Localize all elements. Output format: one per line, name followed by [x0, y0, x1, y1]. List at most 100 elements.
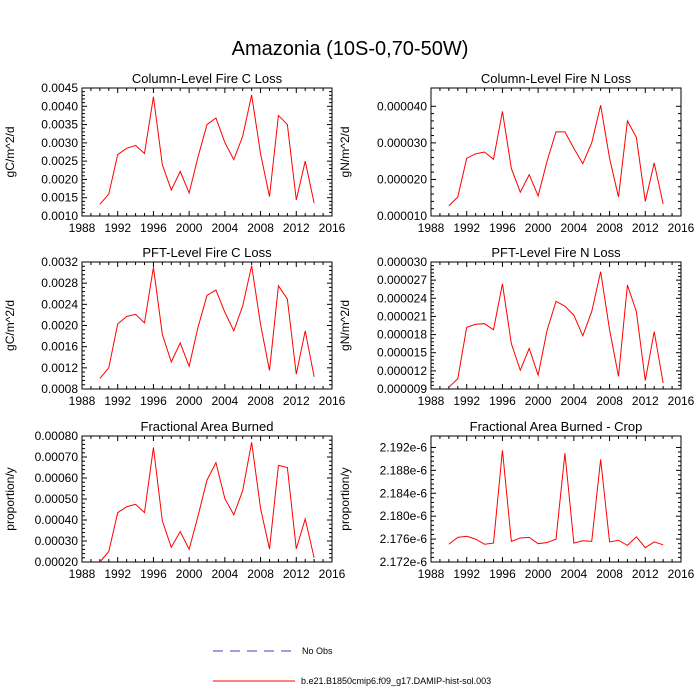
x-tick-label: 1992 — [453, 221, 480, 235]
y-tick-label: 0.000030 — [377, 136, 427, 150]
y-tick-label: 0.00020 — [35, 555, 79, 569]
plot-frame — [430, 435, 682, 563]
x-tick-label: 2008 — [247, 394, 274, 408]
x-tick-label: 1992 — [104, 394, 131, 408]
chart-panel-5: Fractional Area Burned proportion/y 1988 19… — [3, 419, 346, 581]
y-tick-label: 0.0032 — [41, 255, 78, 269]
plot-frame — [81, 87, 333, 217]
y-tick-label: 0.00080 — [35, 429, 79, 443]
panel-title: Fractional Area Burned — [141, 419, 274, 434]
x-tick-label: 2000 — [525, 221, 552, 235]
x-tick-label: 2000 — [176, 221, 203, 235]
x-tick-label: 2004 — [212, 394, 239, 408]
y-tick-label: 0.0020 — [41, 172, 78, 186]
y-tick-label: 2.176e-6 — [380, 532, 428, 546]
x-tick-label: 2012 — [283, 394, 310, 408]
panel-title: PFT-Level Fire C Loss — [142, 245, 272, 260]
y-tick-label: 0.000015 — [377, 346, 427, 360]
series-line — [448, 271, 664, 388]
y-tick-label: 2.188e-6 — [380, 463, 428, 477]
x-tick-label: 2008 — [596, 567, 623, 581]
chart-panel-1: Column-Level Fire C Loss gC/m^2/d 1988 1992… — [3, 71, 346, 235]
y-tick-label: 0.0016 — [41, 340, 78, 354]
x-tick-label: 2016 — [668, 567, 695, 581]
legend-obs-label: No Obs — [302, 646, 333, 656]
y-tick-label: 0.0010 — [41, 209, 78, 223]
x-tick-label: 1988 — [418, 394, 445, 408]
y-tick-label: 2.184e-6 — [380, 486, 428, 500]
x-tick-label: 1992 — [104, 567, 131, 581]
y-tick-label: 0.0030 — [41, 136, 78, 150]
legend: No Obs b.e21.B1850cmip6.f09_g17.DAMIP-hi… — [213, 646, 491, 686]
x-tick-label: 1988 — [69, 567, 96, 581]
y-axis-label: proportion/y — [3, 467, 17, 530]
y-tick-label: 0.0012 — [41, 361, 78, 375]
y-tick-label: 0.0008 — [41, 382, 78, 396]
y-tick-label: 0.000018 — [377, 328, 427, 342]
x-tick-label: 1996 — [489, 221, 516, 235]
x-tick-label: 2016 — [668, 221, 695, 235]
x-tick-label: 2008 — [596, 394, 623, 408]
y-tick-label: 0.00050 — [35, 492, 79, 506]
y-tick-label: 0.0024 — [41, 297, 78, 311]
y-tick-label: 0.000027 — [377, 273, 427, 287]
x-tick-label: 2004 — [561, 221, 588, 235]
x-tick-label: 1996 — [140, 394, 167, 408]
x-tick-label: 1988 — [418, 567, 445, 581]
x-tick-label: 1988 — [69, 221, 96, 235]
chart-panel-4: PFT-Level Fire N Loss gN/m^2/d 1988 1992 199… — [338, 245, 695, 408]
x-tick-label: 1988 — [418, 221, 445, 235]
y-tick-label: 0.00070 — [35, 450, 79, 464]
x-tick-label: 2016 — [319, 394, 346, 408]
x-tick-label: 2000 — [525, 394, 552, 408]
x-tick-label: 2008 — [247, 567, 274, 581]
page-title: Amazonia (10S-0,70-50W) — [231, 38, 469, 60]
series-line — [99, 94, 315, 205]
x-tick-label: 2000 — [176, 567, 203, 581]
x-tick-label: 2012 — [283, 221, 310, 235]
chart-panel-3: PFT-Level Fire C Loss gC/m^2/d 1988 1992 199… — [3, 245, 346, 408]
x-tick-label: 1996 — [489, 567, 516, 581]
y-axis-label: gN/m^2/d — [338, 300, 352, 351]
x-tick-label: 2016 — [319, 221, 346, 235]
series-line — [448, 450, 664, 549]
x-tick-label: 2004 — [561, 567, 588, 581]
x-tick-label: 1988 — [69, 394, 96, 408]
series-line — [99, 442, 315, 563]
panel-title: Column-Level Fire N Loss — [481, 71, 632, 86]
x-tick-label: 2008 — [596, 221, 623, 235]
y-tick-label: 0.00040 — [35, 513, 79, 527]
x-tick-label: 1992 — [104, 221, 131, 235]
x-tick-label: 2012 — [632, 567, 659, 581]
y-tick-label: 0.00030 — [35, 534, 79, 548]
x-tick-label: 2016 — [668, 394, 695, 408]
x-tick-label: 1996 — [489, 394, 516, 408]
y-tick-label: 0.000009 — [377, 382, 427, 396]
x-tick-label: 2000 — [176, 394, 203, 408]
y-tick-label: 0.000021 — [377, 309, 427, 323]
y-tick-label: 2.180e-6 — [380, 509, 428, 523]
x-tick-label: 2000 — [525, 567, 552, 581]
y-tick-label: 0.0035 — [41, 118, 78, 132]
x-tick-label: 1996 — [140, 567, 167, 581]
y-tick-label: 0.0045 — [41, 81, 78, 95]
y-tick-label: 0.0025 — [41, 154, 78, 168]
series-line — [448, 105, 664, 207]
y-tick-label: 0.000010 — [377, 209, 427, 223]
chart-panel-6: Fractional Area Burned - Crop proportion/… — [338, 419, 695, 581]
y-tick-label: 2.192e-6 — [380, 440, 428, 454]
x-tick-label: 2012 — [632, 394, 659, 408]
y-tick-label: 0.0020 — [41, 319, 78, 333]
x-tick-label: 2016 — [319, 567, 346, 581]
y-tick-label: 0.000012 — [377, 364, 427, 378]
y-axis-label: gN/m^2/d — [338, 127, 352, 178]
y-tick-label: 0.000040 — [377, 99, 427, 113]
x-tick-label: 2004 — [561, 394, 588, 408]
y-tick-label: 2.172e-6 — [380, 555, 428, 569]
x-tick-label: 2004 — [212, 567, 239, 581]
y-axis-label: proportion/y — [338, 467, 352, 530]
plot-frame — [81, 261, 333, 390]
y-axis-label: gC/m^2/d — [3, 127, 17, 178]
x-tick-label: 1996 — [140, 221, 167, 235]
y-tick-label: 0.0028 — [41, 276, 78, 290]
